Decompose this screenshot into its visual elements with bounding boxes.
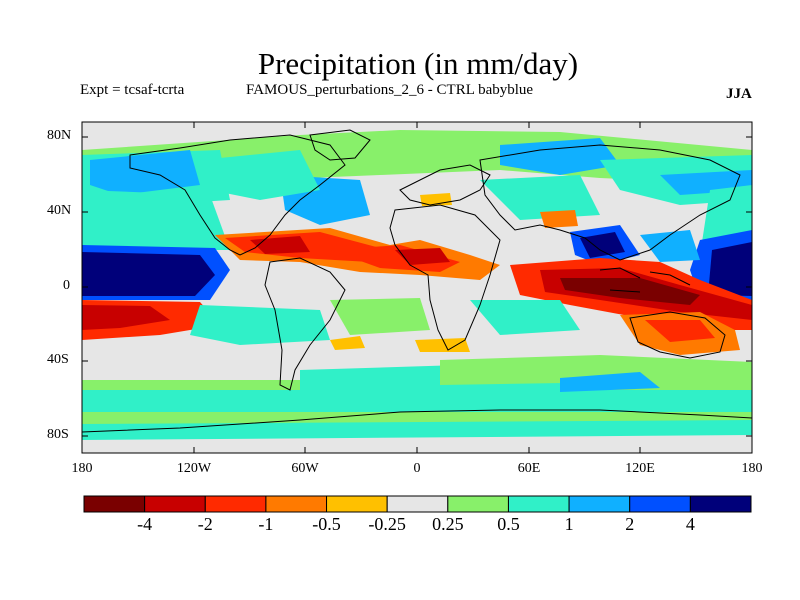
south-atlantic-green (330, 298, 430, 335)
southern-ocean-band-2 (82, 390, 752, 412)
experiment-label: Expt = tcsaf-tcrta (80, 82, 185, 98)
africa-coast (389, 204, 501, 351)
tick-marks (82, 122, 752, 453)
colorbar-swatch (629, 495, 691, 513)
colorbar-swatch (447, 495, 509, 513)
colorbar (83, 495, 752, 513)
lat-tick-80s: 80S (47, 427, 69, 442)
lon-tick-180e: 180 (741, 461, 763, 476)
bay-of-bengal-core (580, 232, 625, 258)
comparison-label: FAMOUS_perturbations_2_6 - CTRL babyblue (246, 82, 534, 98)
greenland-coast (309, 129, 371, 161)
colorbar-swatch (204, 495, 267, 513)
colorbar-swatch (568, 495, 631, 513)
colorbar-label: 1 (564, 514, 574, 534)
lon-tick-0: 0 (413, 461, 421, 476)
colorbar-swatch (326, 495, 388, 513)
maritime-islands-coast (599, 267, 691, 293)
lon-tick-60e: 60E (517, 461, 541, 476)
south-africa-yellow (415, 338, 470, 352)
coastlines (82, 129, 752, 433)
colorbar-label: 0.25 (432, 514, 464, 534)
europe-coast (399, 164, 491, 206)
colorbar-label: -0.5 (312, 514, 341, 534)
colorbar-swatch (507, 495, 570, 513)
colorbar-swatch (144, 495, 206, 513)
central-asia-cyan (480, 175, 600, 220)
colorbar-label: -4 (137, 514, 153, 534)
colorbar-swatch (386, 495, 449, 513)
north-pacific-blue (90, 150, 200, 195)
southern-blue-patch (560, 372, 660, 392)
atlantic-dry (330, 245, 460, 272)
north-america-coast (129, 134, 346, 256)
south-america-yellow (330, 336, 365, 350)
colorbar-label: -0.25 (368, 514, 406, 534)
east-pacific-cyan-south (190, 305, 330, 345)
lat-tick-40s: 40S (47, 352, 69, 367)
colorbar-label: 0.5 (497, 514, 520, 534)
colorbar-label: 4 (685, 514, 695, 534)
precipitation-field (82, 122, 752, 453)
colorbar-swatch (83, 495, 146, 513)
north-america-cyan (200, 150, 320, 200)
australia-coast (629, 311, 726, 359)
south-pacific-dry-deep (82, 305, 170, 330)
south-america-coast (264, 257, 346, 391)
west-pacific-wet-core (708, 242, 752, 296)
south-indian-band (440, 355, 752, 385)
central-pacific-wet-core (82, 252, 215, 296)
colorbar-swatch (689, 495, 752, 513)
eurasia-blue (500, 138, 620, 175)
season-label: JJA (726, 86, 752, 102)
antarctic-rim (82, 420, 752, 440)
colorbar-label: -1 (258, 514, 274, 534)
lat-tick-80n: 80N (47, 128, 72, 143)
south-china-sea-wet (640, 230, 700, 262)
asia-coast (479, 144, 741, 261)
african-dry-deep (395, 248, 450, 265)
lon-tick-180w: 180 (71, 461, 93, 476)
chart-title: Precipitation (in mm/day) (257, 46, 579, 81)
caribbean-dry-deep (250, 236, 310, 254)
indian-ocean-cyan (470, 300, 580, 335)
lon-tick-120e: 120E (625, 461, 655, 476)
lon-tick-120w: 120W (176, 461, 212, 476)
antarctica-coast (82, 409, 752, 433)
australia-dry-core (645, 320, 715, 342)
colorbar-swatch (265, 495, 328, 513)
west-pacific-cyan (82, 190, 230, 250)
colorbar-label: -2 (197, 514, 213, 534)
lon-tick-60w: 60W (291, 461, 319, 476)
colorbar-label: 2 (625, 514, 635, 534)
lat-tick-0: 0 (63, 278, 70, 293)
lat-tick-40n: 40N (47, 203, 72, 218)
asia-orange (540, 210, 578, 228)
